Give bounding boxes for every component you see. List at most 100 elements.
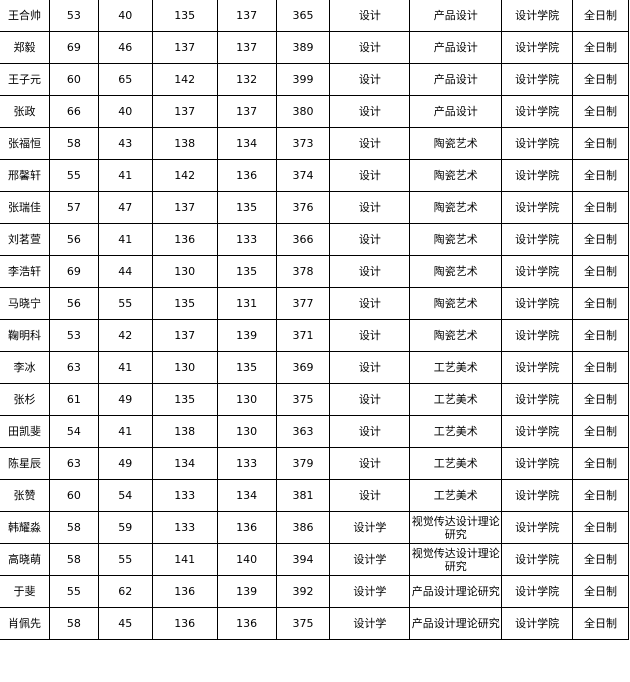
- score-4: 136: [216, 159, 277, 192]
- total-score: 365: [275, 0, 331, 32]
- major-category: 设计: [329, 0, 411, 32]
- college: 设计学院: [501, 95, 574, 128]
- study-mode: 全日制: [572, 447, 629, 480]
- research-direction: 工艺美术: [409, 351, 503, 384]
- score-1: 53: [48, 319, 99, 352]
- major-category: 设计学: [329, 575, 411, 608]
- total-score: 373: [275, 127, 331, 160]
- research-direction: 工艺美术: [409, 479, 503, 512]
- study-mode: 全日制: [572, 511, 629, 544]
- study-mode: 全日制: [572, 383, 629, 416]
- score-3: 134: [151, 447, 218, 480]
- research-direction: 陶瓷艺术: [409, 159, 503, 192]
- table-row: 王子元 60 65 142 132 399 设计 产品设计 设计学院 全日制: [0, 63, 629, 96]
- score-3: 142: [151, 63, 218, 96]
- major-category: 设计: [329, 223, 411, 256]
- score-1: 69: [48, 255, 99, 288]
- major-category: 设计: [329, 351, 411, 384]
- score-4: 131: [216, 287, 277, 320]
- student-name: 肖佩先: [0, 607, 50, 640]
- total-score: 366: [275, 223, 331, 256]
- score-2: 62: [97, 575, 153, 608]
- score-1: 55: [48, 159, 99, 192]
- score-1: 61: [48, 383, 99, 416]
- score-4: 135: [216, 255, 277, 288]
- student-name: 田凯斐: [0, 415, 50, 448]
- college: 设计学院: [501, 63, 574, 96]
- table-row: 王合帅 53 40 135 137 365 设计 产品设计 设计学院 全日制: [0, 0, 629, 32]
- score-1: 58: [48, 127, 99, 160]
- student-name: 郑毅: [0, 31, 50, 64]
- score-3: 141: [151, 543, 218, 576]
- total-score: 394: [275, 543, 331, 576]
- study-mode: 全日制: [572, 351, 629, 384]
- score-3: 133: [151, 511, 218, 544]
- college: 设计学院: [501, 127, 574, 160]
- table-row: 田凯斐 54 41 138 130 363 设计 工艺美术 设计学院 全日制: [0, 415, 629, 448]
- score-3: 135: [151, 287, 218, 320]
- study-mode: 全日制: [572, 127, 629, 160]
- score-4: 133: [216, 223, 277, 256]
- college: 设计学院: [501, 479, 574, 512]
- major-category: 设计: [329, 255, 411, 288]
- score-4: 139: [216, 575, 277, 608]
- student-name: 韩耀淼: [0, 511, 50, 544]
- score-2: 41: [97, 351, 153, 384]
- study-mode: 全日制: [572, 95, 629, 128]
- score-2: 65: [97, 63, 153, 96]
- score-2: 55: [97, 543, 153, 576]
- study-mode: 全日制: [572, 575, 629, 608]
- score-3: 136: [151, 607, 218, 640]
- student-name: 张福恒: [0, 127, 50, 160]
- student-name: 张赞: [0, 479, 50, 512]
- research-direction: 产品设计: [409, 63, 503, 96]
- major-category: 设计: [329, 159, 411, 192]
- score-2: 43: [97, 127, 153, 160]
- major-category: 设计: [329, 31, 411, 64]
- score-4: 134: [216, 127, 277, 160]
- student-name: 张瑞佳: [0, 191, 50, 224]
- score-1: 60: [48, 479, 99, 512]
- score-2: 41: [97, 415, 153, 448]
- score-1: 60: [48, 63, 99, 96]
- study-mode: 全日制: [572, 223, 629, 256]
- research-direction: 产品设计: [409, 31, 503, 64]
- student-name: 张杉: [0, 383, 50, 416]
- score-2: 44: [97, 255, 153, 288]
- college: 设计学院: [501, 351, 574, 384]
- score-2: 45: [97, 607, 153, 640]
- score-4: 137: [216, 0, 277, 32]
- score-4: 136: [216, 511, 277, 544]
- student-name: 王子元: [0, 63, 50, 96]
- total-score: 399: [275, 63, 331, 96]
- research-direction: 工艺美术: [409, 383, 503, 416]
- research-direction: 产品设计理论研究: [409, 607, 503, 640]
- score-table: 王合帅 53 40 135 137 365 设计 产品设计 设计学院 全日制 郑毅 69 46 137 13…: [0, 0, 629, 640]
- study-mode: 全日制: [572, 159, 629, 192]
- research-direction: 视觉传达设计理论研究: [409, 543, 503, 576]
- score-2: 41: [97, 159, 153, 192]
- total-score: 374: [275, 159, 331, 192]
- college: 设计学院: [501, 287, 574, 320]
- major-category: 设计: [329, 95, 411, 128]
- score-1: 58: [48, 607, 99, 640]
- college: 设计学院: [501, 255, 574, 288]
- table-row: 肖佩先 58 45 136 136 375 设计学 产品设计理论研究 设计学院 全日制: [0, 607, 629, 640]
- study-mode: 全日制: [572, 319, 629, 352]
- total-score: 375: [275, 607, 331, 640]
- total-score: 377: [275, 287, 331, 320]
- table-row: 邢馨轩 55 41 142 136 374 设计 陶瓷艺术 设计学院 全日制: [0, 159, 629, 192]
- research-direction: 产品设计理论研究: [409, 575, 503, 608]
- total-score: 386: [275, 511, 331, 544]
- score-4: 132: [216, 63, 277, 96]
- table-row: 张福恒 58 43 138 134 373 设计 陶瓷艺术 设计学院 全日制: [0, 127, 629, 160]
- research-direction: 陶瓷艺术: [409, 287, 503, 320]
- student-name: 李冰: [0, 351, 50, 384]
- table-row: 鞠明科 53 42 137 139 371 设计 陶瓷艺术 设计学院 全日制: [0, 319, 629, 352]
- college: 设计学院: [501, 447, 574, 480]
- study-mode: 全日制: [572, 191, 629, 224]
- study-mode: 全日制: [572, 63, 629, 96]
- score-2: 42: [97, 319, 153, 352]
- student-name: 陈星辰: [0, 447, 50, 480]
- score-1: 63: [48, 447, 99, 480]
